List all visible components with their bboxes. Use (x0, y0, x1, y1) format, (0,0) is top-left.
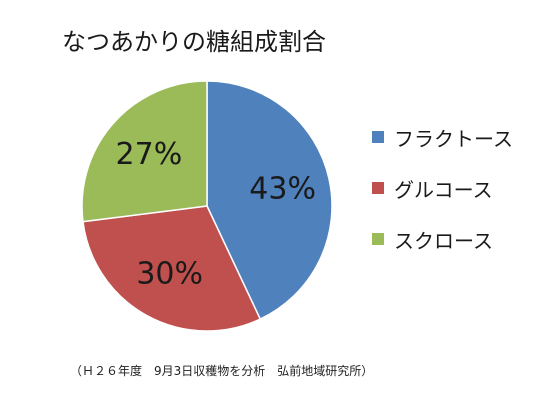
pie-slice-sucrose (81, 80, 208, 223)
slice-label-glucose: 30% (136, 256, 203, 291)
legend-item-glucose: グルコース (372, 175, 513, 202)
slice-label-sucrose: 27% (116, 137, 183, 172)
pie-slice-glucose (82, 205, 262, 332)
legend-label-fructose: フラクトース (394, 126, 513, 151)
pie-slice-fructose (206, 80, 333, 321)
legend: フラクトース グルコース スクロース (372, 124, 513, 277)
chart-title: なつあかりの糖組成割合 (62, 28, 326, 56)
legend-swatch-fructose (372, 131, 384, 143)
legend-item-sucrose: スクロース (372, 226, 513, 253)
slice-label-fructose: 43% (249, 172, 316, 207)
legend-item-fructose: フラクトース (372, 124, 513, 151)
legend-label-glucose: グルコース (394, 177, 493, 202)
legend-swatch-glucose (372, 182, 384, 194)
legend-swatch-sucrose (372, 233, 384, 245)
legend-label-sucrose: スクロース (394, 228, 493, 253)
source-note: （Ｈ２６年度 9月3日収穫物を分析 弘前地域研究所） (70, 364, 374, 378)
